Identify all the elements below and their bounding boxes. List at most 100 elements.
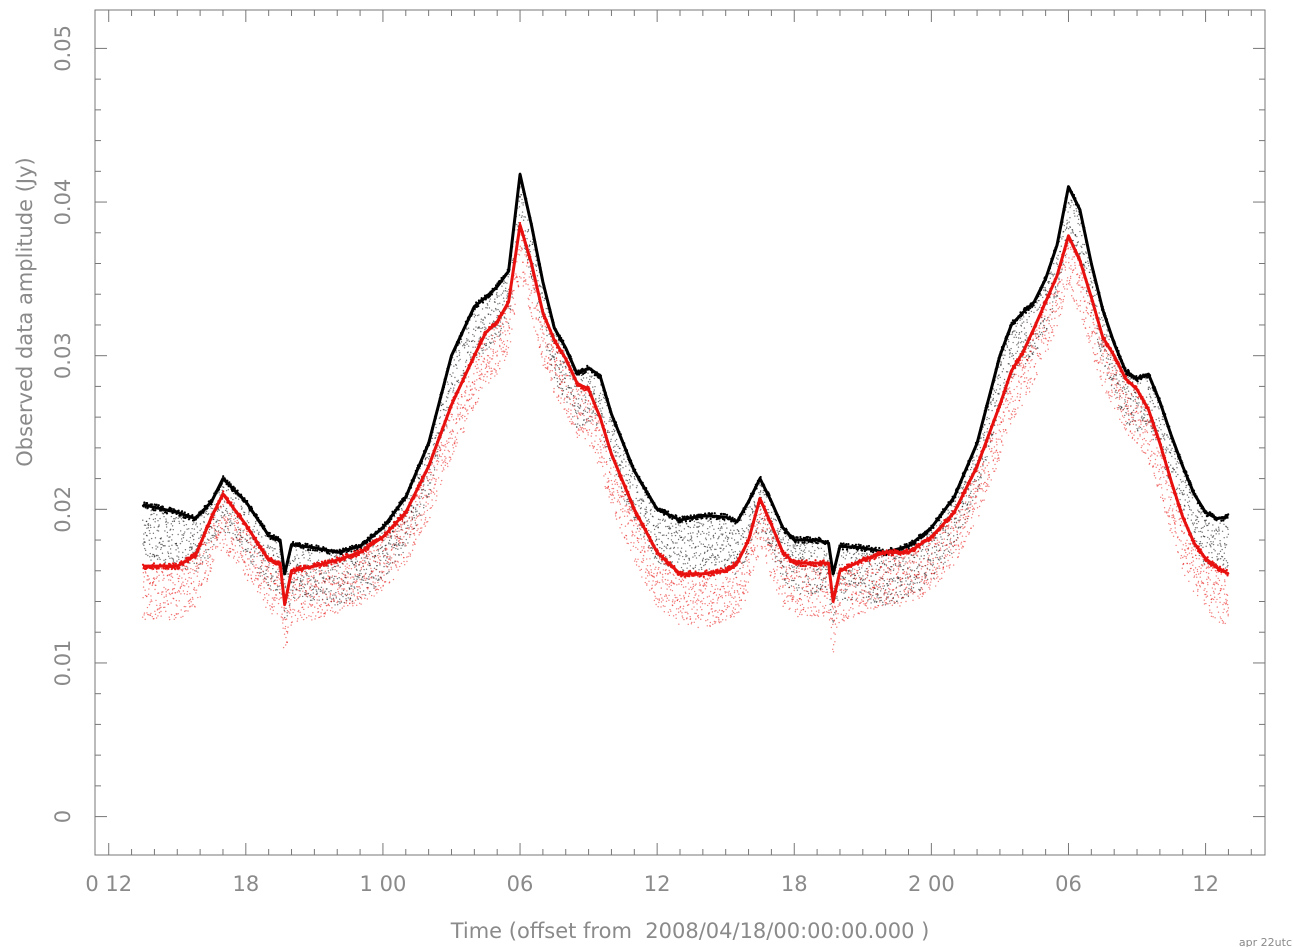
- data-point: [146, 527, 148, 529]
- data-point: [929, 569, 931, 571]
- data-point: [482, 322, 484, 324]
- data-point: [144, 547, 146, 550]
- data-point: [855, 586, 857, 588]
- data-point: [777, 528, 779, 530]
- data-point: [174, 518, 176, 520]
- data-point: [820, 547, 823, 549]
- data-point: [350, 550, 353, 553]
- data-point: [265, 533, 269, 536]
- data-point: [942, 563, 945, 565]
- data-point: [709, 526, 711, 528]
- data-point: [967, 469, 969, 471]
- data-point: [308, 544, 311, 547]
- data-point: [512, 234, 514, 236]
- data-point: [645, 487, 648, 490]
- data-point: [855, 584, 857, 586]
- data-point: [552, 321, 555, 324]
- data-point: [878, 546, 881, 550]
- data-point: [634, 478, 636, 481]
- data-point: [525, 197, 528, 200]
- data-point: [822, 579, 824, 581]
- data-point: [940, 521, 943, 523]
- data-point: [251, 554, 254, 556]
- data-point: [384, 529, 386, 532]
- data-point: [534, 264, 537, 266]
- data-point: [776, 529, 778, 532]
- data-point: [957, 526, 960, 529]
- data-point: [259, 541, 261, 544]
- data-point: [291, 559, 294, 562]
- data-point: [737, 541, 739, 543]
- data-point: [718, 535, 720, 538]
- data-point: [345, 577, 347, 579]
- data-point: [300, 587, 303, 590]
- data-point: [670, 522, 672, 525]
- data-point: [577, 403, 579, 405]
- data-point: [702, 525, 704, 527]
- data-point: [402, 504, 405, 506]
- data-point: [673, 532, 676, 534]
- data-point: [580, 374, 583, 377]
- data-point: [619, 454, 622, 457]
- data-point: [224, 509, 227, 512]
- data-point: [216, 510, 219, 513]
- data-point: [241, 543, 243, 546]
- data-point: [832, 614, 835, 616]
- data-point: [302, 547, 305, 550]
- data-point: [437, 457, 439, 459]
- data-point: [212, 496, 215, 500]
- data-point: [184, 549, 187, 551]
- data-point: [250, 555, 252, 557]
- data-point: [172, 559, 175, 561]
- data-point: [336, 570, 338, 572]
- data-point: [689, 526, 691, 529]
- data-point: [626, 455, 629, 458]
- data-point: [414, 469, 417, 472]
- data-point: [314, 547, 317, 550]
- data-point: [438, 403, 441, 406]
- data-point: [300, 581, 302, 583]
- data-point: [237, 498, 240, 500]
- data-point: [949, 539, 951, 541]
- data-point: [862, 578, 864, 581]
- data-point: [679, 525, 681, 527]
- data-point: [940, 536, 942, 538]
- data-point: [288, 553, 291, 556]
- data-point: [453, 365, 455, 367]
- data-point: [655, 557, 658, 559]
- data-point: [443, 409, 445, 411]
- data-point: [949, 551, 951, 553]
- data-point: [244, 538, 246, 540]
- data-point: [587, 417, 589, 420]
- data-point: [706, 533, 708, 535]
- data-point: [735, 532, 737, 535]
- data-point: [620, 464, 622, 467]
- data-point: [686, 539, 689, 541]
- data-point: [218, 519, 220, 522]
- data-point: [170, 552, 172, 555]
- data-point: [450, 375, 453, 377]
- data-point: [799, 547, 801, 550]
- data-point: [332, 594, 334, 596]
- data-point: [152, 532, 155, 535]
- data-point: [727, 538, 729, 540]
- data-point: [773, 553, 776, 555]
- data-point: [284, 585, 287, 587]
- data-point: [337, 564, 339, 566]
- data-point: [862, 545, 865, 548]
- data-point: [807, 592, 810, 595]
- data-point: [458, 381, 460, 384]
- data-point: [501, 285, 503, 287]
- data-point: [693, 524, 696, 526]
- data-point: [156, 507, 159, 510]
- data-point: [592, 370, 596, 373]
- data-point: [639, 534, 642, 536]
- data-point: [842, 576, 844, 579]
- data-point: [391, 546, 393, 548]
- data-point: [629, 459, 633, 462]
- data-point: [183, 533, 185, 535]
- data-point: [368, 576, 370, 578]
- data-point: [324, 547, 328, 550]
- data-point: [610, 413, 614, 416]
- data-point: [481, 327, 484, 329]
